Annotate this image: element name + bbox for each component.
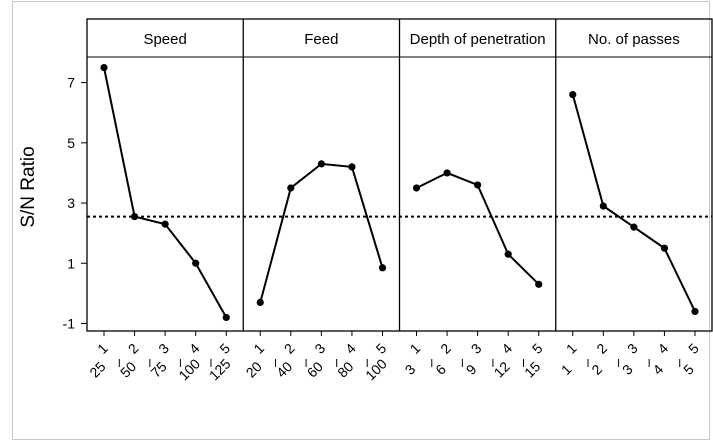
panel-title: No. of passes	[588, 31, 680, 48]
x-tick-label-level: 3	[624, 340, 641, 357]
data-point	[504, 250, 512, 258]
x-tick-label-level: 5	[216, 340, 233, 357]
x-tick-label-level: 1	[563, 340, 580, 357]
data-point	[569, 91, 577, 99]
figure-frame	[12, 1, 710, 440]
x-tick-label-level: 4	[342, 340, 359, 357]
data-point	[660, 244, 669, 252]
panels-background: Speed Feed Depth of penetration No. of pass…	[86, 18, 713, 332]
data-point	[130, 212, 139, 221]
x-tick-label-value: 6	[432, 361, 449, 378]
data-point	[222, 313, 230, 322]
x-tick-label-level: 5	[685, 340, 702, 357]
series-line	[571, 94, 696, 312]
x-tick-label-value: 5	[680, 361, 697, 378]
data-point	[192, 259, 200, 267]
x-tick-label-value: 25	[86, 358, 108, 380]
x-axis: 1252503754100512512024036048051001326394…	[86, 331, 702, 383]
data-point	[630, 223, 638, 231]
data-point	[287, 184, 295, 192]
x-tick-label-value: 50	[117, 358, 139, 380]
y-tick-label: 7	[67, 75, 75, 91]
x-tick-label-level: 1	[250, 340, 267, 357]
x-tick-label-level: 3	[155, 340, 172, 357]
x-tick-label-level: 4	[498, 340, 515, 357]
series-line	[259, 162, 384, 303]
x-tick-label-value: 12	[490, 358, 512, 380]
y-axis: -1 1 3 5 7	[63, 75, 87, 331]
series-line	[103, 67, 228, 318]
x-tick-label-value: 60	[304, 358, 326, 380]
series-group	[100, 63, 699, 322]
data-point	[691, 307, 699, 316]
data-point	[535, 280, 543, 288]
panel-title: Depth of penetration	[410, 31, 546, 48]
x-tick-label-value: 125	[206, 355, 234, 383]
x-tick-label-level: 2	[125, 340, 142, 357]
y-axis-label: S/N Ratio	[18, 146, 39, 227]
x-tick-label-value: 15	[521, 358, 543, 380]
data-point	[317, 160, 325, 168]
x-tick-label-level: 5	[529, 340, 546, 357]
x-tick-label-value: 3	[619, 361, 636, 378]
panel-title: Feed	[304, 31, 338, 48]
x-tick-label-value: 40	[273, 358, 295, 380]
data-point	[412, 184, 421, 192]
x-tick-label-value: 20	[243, 358, 265, 380]
data-point	[599, 202, 607, 210]
x-tick-label-level: 2	[593, 340, 610, 357]
data-point	[378, 264, 387, 272]
y-tick-label: 5	[67, 135, 75, 151]
data-point	[474, 181, 482, 189]
x-tick-label-level: 5	[373, 340, 390, 357]
x-tick-label-value: 100	[362, 355, 390, 383]
y-tick-label: 1	[67, 255, 75, 271]
data-point	[348, 163, 356, 171]
x-tick-label-value: 2	[588, 361, 605, 378]
x-tick-label-level: 4	[186, 340, 203, 357]
data-point	[443, 169, 451, 177]
data-point	[100, 63, 108, 72]
x-tick-label-level: 1	[407, 340, 424, 357]
x-tick-label-value: 75	[147, 358, 169, 380]
x-tick-label-level: 1	[94, 340, 111, 357]
y-tick-label: 3	[67, 195, 75, 211]
x-tick-label-value: 3	[402, 361, 419, 378]
x-tick-label-value: 100	[175, 355, 203, 383]
y-tick-label: -1	[63, 315, 76, 331]
x-tick-label-value: 9	[463, 361, 480, 378]
x-tick-label-value: 80	[334, 358, 356, 380]
x-tick-label-level: 3	[468, 340, 485, 357]
data-point	[161, 220, 169, 228]
x-tick-label-level: 4	[654, 340, 671, 357]
x-tick-label-value: 4	[649, 361, 666, 378]
x-tick-label-value: 1	[558, 361, 575, 378]
x-tick-label-level: 2	[437, 340, 454, 357]
x-tick-label-level: 3	[311, 340, 328, 357]
series-line	[416, 171, 540, 286]
data-point	[256, 298, 264, 306]
panel-title: Speed	[143, 31, 186, 48]
x-tick-label-level: 2	[281, 340, 298, 357]
